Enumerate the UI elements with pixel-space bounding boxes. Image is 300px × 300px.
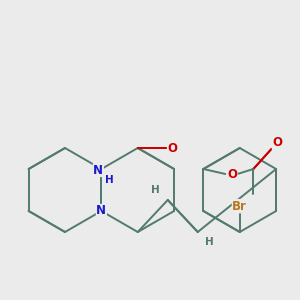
Text: H: H bbox=[152, 185, 160, 195]
Text: O: O bbox=[227, 167, 237, 181]
Text: O: O bbox=[272, 136, 282, 149]
Text: O: O bbox=[168, 142, 178, 154]
Text: N: N bbox=[96, 205, 106, 218]
Text: H: H bbox=[105, 175, 114, 185]
Text: N: N bbox=[93, 164, 103, 176]
Text: H: H bbox=[206, 237, 214, 247]
Text: Br: Br bbox=[232, 200, 247, 212]
